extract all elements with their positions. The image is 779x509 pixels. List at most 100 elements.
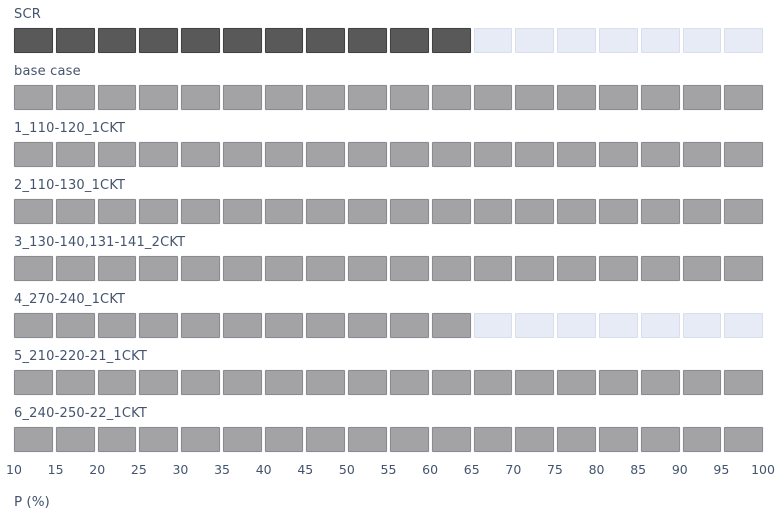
bar-segment-filled: [390, 313, 429, 338]
bar-segment-filled: [431, 142, 471, 167]
bar-segment-filled: [682, 370, 722, 395]
bar-segment-empty: [682, 28, 722, 53]
bar-segment-empty: [473, 28, 513, 53]
x-tick-label: 85: [630, 462, 647, 477]
bar-segment-filled: [264, 313, 304, 338]
bar-segment-filled: [306, 28, 346, 53]
bar-row: base case: [14, 63, 764, 110]
bar-segment-filled: [97, 28, 137, 53]
bar-segment-filled: [14, 28, 53, 53]
bar-segment-filled: [348, 85, 388, 110]
x-tick-label: 70: [505, 462, 522, 477]
bar-segment-filled: [515, 85, 555, 110]
bar-segment-empty: [557, 313, 596, 338]
bar-segment-filled: [222, 142, 262, 167]
bar-segment-filled: [473, 85, 513, 110]
bar-label: 6_240-250-22_1CKT: [14, 406, 148, 421]
bar-label: base case: [14, 64, 81, 79]
bar-segment-filled: [264, 142, 304, 167]
bar-segment-filled: [348, 199, 388, 224]
bar-track: [14, 85, 764, 110]
bar-segment-empty: [598, 28, 638, 53]
bar-segment-filled: [473, 427, 513, 452]
bar-segment-filled: [515, 427, 555, 452]
bar-segment-filled: [473, 256, 513, 281]
bar-segment-filled: [515, 142, 555, 167]
bar-segment-empty: [724, 313, 764, 338]
bar-segment-filled: [598, 370, 638, 395]
x-axis-title: P (%): [14, 494, 50, 509]
bar-segment-filled: [14, 199, 53, 224]
bar-segment-empty: [473, 313, 513, 338]
bar-row: SCR: [14, 6, 764, 53]
bar-segment-filled: [306, 256, 346, 281]
bar-segment-filled: [139, 313, 179, 338]
bar-segment-filled: [682, 199, 722, 224]
bar-segment-filled: [640, 427, 680, 452]
bar-segment-filled: [222, 199, 262, 224]
bar-segment-empty: [724, 28, 764, 53]
bar-segment-filled: [222, 427, 262, 452]
bar-segment-filled: [598, 256, 638, 281]
bar-segment-filled: [55, 199, 95, 224]
bar-segment-filled: [682, 85, 722, 110]
bar-segment-filled: [390, 85, 429, 110]
bar-segment-filled: [390, 256, 429, 281]
bar-row: 3_130-140,131-141_2CKT: [14, 234, 764, 281]
x-tick-label: 40: [255, 462, 272, 477]
bar-segment-filled: [557, 142, 596, 167]
bar-label: 1_110-120_1CKT: [14, 121, 126, 136]
bar-row: 6_240-250-22_1CKT: [14, 405, 764, 452]
bar-row: 1_110-120_1CKT: [14, 120, 764, 167]
bar-segment-filled: [724, 199, 764, 224]
bar-segment-filled: [390, 28, 429, 53]
bar-segment-filled: [139, 427, 179, 452]
bar-segment-filled: [515, 370, 555, 395]
bar-track: [14, 142, 764, 167]
bar-segment-empty: [598, 313, 638, 338]
x-tick-label: 45: [297, 462, 314, 477]
bar-segment-filled: [55, 370, 95, 395]
bar-track: [14, 313, 764, 338]
bar-segment-filled: [348, 142, 388, 167]
bar-segment-filled: [14, 427, 53, 452]
bar-label: 2_110-130_1CKT: [14, 178, 126, 193]
bar-segment-filled: [431, 313, 471, 338]
bar-segment-filled: [640, 142, 680, 167]
bar-segment-filled: [55, 427, 95, 452]
bar-segment-filled: [431, 370, 471, 395]
bar-segment-filled: [431, 28, 471, 53]
bar-segment-filled: [431, 427, 471, 452]
x-tick-label: 25: [130, 462, 147, 477]
bar-segment-filled: [348, 370, 388, 395]
bar-segment-filled: [306, 142, 346, 167]
bar-segment-filled: [306, 370, 346, 395]
bar-segment-filled: [306, 199, 346, 224]
bar-segment-filled: [14, 85, 53, 110]
bar-segment-empty: [640, 313, 680, 338]
bar-segment-filled: [598, 142, 638, 167]
bar-segment-filled: [640, 199, 680, 224]
bar-segment-filled: [97, 256, 137, 281]
bar-segment-empty: [557, 28, 596, 53]
bar-segment-filled: [181, 85, 220, 110]
bar-segment-filled: [181, 427, 220, 452]
bar-segment-filled: [598, 85, 638, 110]
bar-segment-empty: [682, 313, 722, 338]
x-tick-label: 100: [751, 462, 775, 477]
bar-segment-filled: [348, 313, 388, 338]
bar-segment-filled: [14, 313, 53, 338]
bar-segment-filled: [598, 427, 638, 452]
bar-segment-filled: [264, 28, 304, 53]
bar-segment-filled: [222, 370, 262, 395]
bar-segment-filled: [306, 313, 346, 338]
bar-segment-filled: [55, 28, 95, 53]
bar-chart-rows: SCR base case 1_110-120_1CKT 2_110-130_1CKT…: [14, 6, 764, 452]
bar-segment-filled: [724, 256, 764, 281]
x-tick-label: 20: [89, 462, 106, 477]
x-tick-label: 75: [546, 462, 563, 477]
bar-segment-filled: [682, 427, 722, 452]
x-tick-label: 15: [47, 462, 64, 477]
bar-row: 2_110-130_1CKT: [14, 177, 764, 224]
bar-segment-filled: [348, 427, 388, 452]
